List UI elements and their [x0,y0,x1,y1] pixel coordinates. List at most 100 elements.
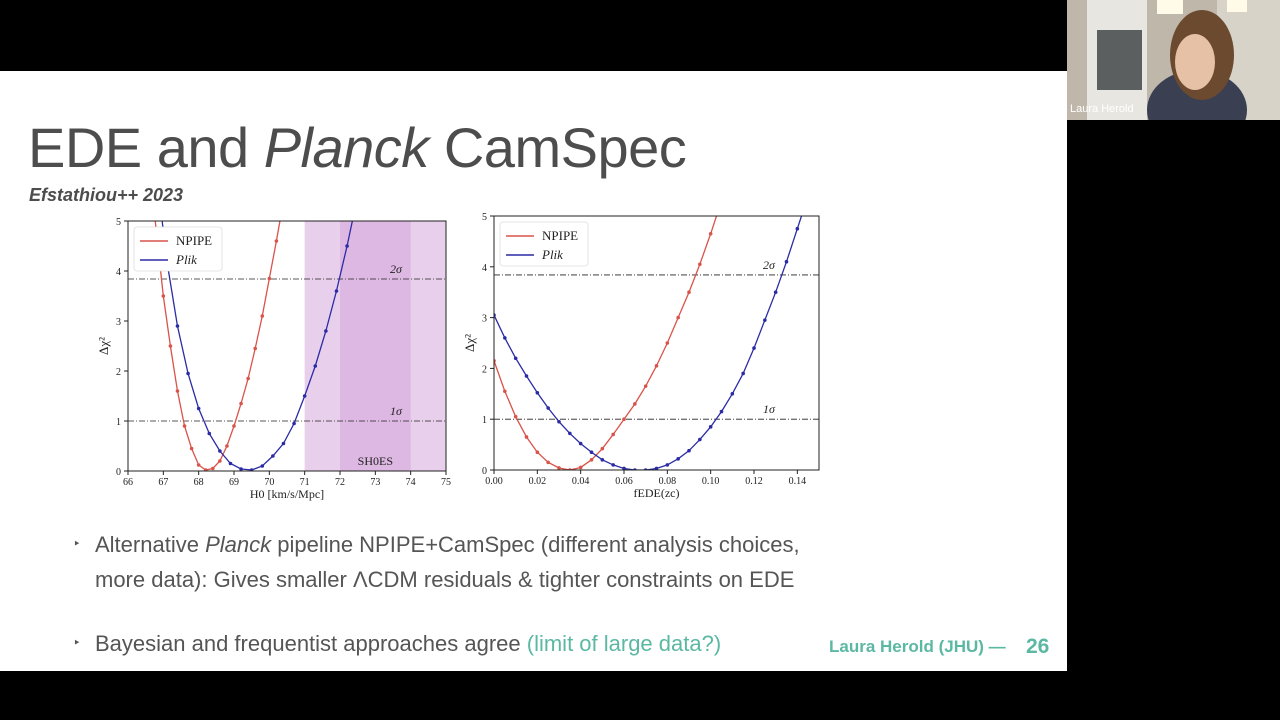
data-point [687,448,691,453]
data-point [503,389,507,394]
data-point [218,449,222,453]
webcam-thumbnail[interactable]: Laura Herold [1067,0,1280,120]
data-point [676,315,680,320]
participant-name: Laura Herold [1070,103,1134,115]
data-point [207,431,212,436]
data-point [622,417,626,421]
data-point [687,290,691,294]
data-point [578,465,583,470]
plot-frame [127,220,447,472]
x-tick-label: 74 [406,477,416,488]
data-point [654,466,659,470]
sigma-label-2: 2σ [763,258,776,272]
shoes-band-inner [340,221,411,471]
x-axis-label: fEDE(zc) [634,486,680,500]
data-point [513,356,518,361]
y-axis-label: Δχ² [462,334,477,352]
y-tick-label: 4 [116,267,121,278]
series-plik [494,216,803,470]
x-tick-label: 70 [264,477,274,488]
slide-subtitle: Efstathiou++ 2023 [29,185,184,205]
data-point [535,450,540,455]
data-point [568,431,572,436]
page-number: 26 [1026,635,1050,658]
y-tick-label: 1 [482,415,487,426]
data-point [239,401,243,406]
data-point [281,441,286,446]
data-point [246,376,250,381]
footer-author: Laura Herold (JHU) — [829,637,1006,656]
data-point [503,336,507,340]
x-tick-label: 67 [158,477,168,488]
x-axis-label: H0 [km/s/Mpc] [250,487,324,501]
data-point [239,467,243,471]
x-tick-label: 0.10 [702,476,720,487]
x-tick-label: 69 [229,477,239,488]
y-tick-label: 5 [116,217,121,228]
data-point [168,344,173,348]
data-point [773,290,778,294]
data-point [665,341,670,345]
data-point [763,318,767,322]
legend-label-npipe: NPIPE [542,228,578,243]
data-point [292,421,296,426]
series-line-plik [161,221,354,471]
data-point [211,466,215,471]
data-point [182,424,187,428]
x-tick-label: 72 [335,477,345,488]
data-point [260,314,265,318]
data-point [524,374,529,378]
data-point [345,244,349,248]
data-point [611,463,615,467]
data-point [622,466,626,470]
x-tick-label: 68 [194,477,204,488]
data-point [600,446,605,451]
y-tick-label: 0 [116,467,121,478]
x-tick-label: 0.00 [485,476,503,487]
legend-label-plik: Plik [541,247,563,262]
series-npipe [154,221,281,471]
data-point [253,346,257,351]
data-point [708,231,713,236]
bullet-1: Alternative Planck pipeline NPIPE+CamSpe… [95,532,800,592]
x-tick-label: 0.14 [789,476,807,487]
data-point [267,276,272,281]
series-line-npipe [494,216,718,470]
data-point [524,435,529,439]
data-point [189,446,194,451]
data-point [274,239,279,243]
x-tick-label: 66 [123,477,133,488]
data-point [698,437,702,442]
y-tick-label: 1 [116,417,121,428]
band-label: SH0ES [358,454,393,468]
plot-frame [493,215,820,471]
data-point [513,414,518,419]
y-tick-label: 5 [482,212,487,223]
data-point [324,329,328,333]
data-point [186,371,190,376]
data-point [313,364,318,368]
data-point [578,441,583,446]
data-point [196,406,201,411]
bullet-marker: ‣ [73,635,81,650]
x-tick-label: 0.06 [615,476,633,487]
data-point [589,450,594,455]
x-tick-label: 73 [370,477,380,488]
series-line-plik [494,216,803,470]
x-tick-label: 0.02 [529,476,547,487]
data-point [600,458,605,462]
data-point [676,457,680,461]
data-point [795,226,800,231]
x-tick-label: 71 [300,477,310,488]
data-point [271,454,275,458]
sigma-label-1: 1σ [390,404,403,418]
data-point [741,371,745,376]
h0-chart: SH0ES 1σ 2σ 66 67 68 69 70 71 72 73 74 75 0 1 2 3 4 5 H0 [k… [96,217,451,501]
data-point [546,406,550,410]
data-point [203,468,208,471]
x-tick-label: 75 [441,477,451,488]
data-point [611,432,615,437]
y-tick-label: 2 [116,367,121,378]
legend-label-plik: Plik [175,252,197,267]
data-point [665,463,670,467]
